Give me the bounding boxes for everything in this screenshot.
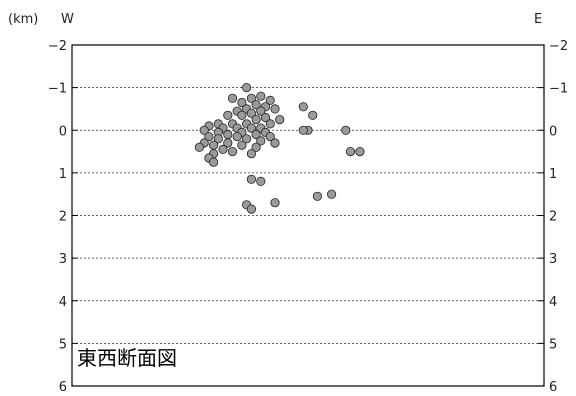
hypocenter-point <box>275 115 285 125</box>
y-tick-label-right: −2 <box>549 39 568 54</box>
y-tick-label-right: 1 <box>549 167 557 182</box>
hypocenter-point <box>246 174 256 184</box>
hypocenter-point <box>199 125 209 135</box>
hypocenter-point <box>246 93 256 103</box>
y-tick-label-right: −1 <box>549 82 568 97</box>
y-tick-label-left: −2 <box>48 39 67 54</box>
hypocenter-point <box>246 108 256 118</box>
hypocenter-point <box>223 129 233 140</box>
east-label: E <box>534 12 542 27</box>
y-tick-label-left: 2 <box>59 210 67 225</box>
y-tick-label-left: 4 <box>59 295 67 310</box>
hypocenter-point <box>256 176 266 186</box>
y-tick-label-right: 4 <box>549 295 557 310</box>
hypocenter-point <box>209 157 219 167</box>
hypocenter-point <box>246 123 256 133</box>
hypocenter-point <box>251 142 261 152</box>
hypocenter-point <box>256 106 266 116</box>
axis-ticks: −2 −2 −1 −1 0 0 1 1 2 2 3 3 4 4 5 5 6 6 <box>48 39 568 395</box>
y-tick-label-right: 6 <box>549 380 557 395</box>
hypocenter-point <box>218 144 228 154</box>
hypocenter-point <box>308 110 318 120</box>
y-tick-label-right: 0 <box>549 124 557 139</box>
hypocenter-point <box>270 104 280 114</box>
hypocenter-point <box>242 134 252 144</box>
y-tick-label-right: 3 <box>549 252 557 267</box>
chart-title: 東西断面図 <box>77 346 177 370</box>
hypocenter-point <box>251 100 261 110</box>
y-tick-label-left: 1 <box>59 167 67 182</box>
hypocenter-point <box>237 97 247 108</box>
hypocenter-point <box>242 83 252 93</box>
hypocenter-point <box>270 198 280 208</box>
data-points <box>194 83 365 214</box>
y-tick-label-left: 0 <box>59 124 67 139</box>
hypocenter-point <box>194 142 204 152</box>
hypocenter-point <box>260 112 271 123</box>
hypocenter-point <box>312 191 322 201</box>
hypocenter-point <box>213 134 223 144</box>
hypocenter-point <box>298 102 308 112</box>
hypocenter-point <box>232 132 242 142</box>
west-label: W <box>61 12 74 27</box>
y-tick-label-left: 6 <box>59 380 67 395</box>
hypocenter-point <box>227 93 238 103</box>
hypocenter-point <box>246 149 256 159</box>
hypocenter-point <box>256 91 266 101</box>
y-tick-label-left: 3 <box>59 252 67 267</box>
hypocenter-point <box>345 147 356 157</box>
hypocenter-point <box>237 140 247 150</box>
hypocenter-point <box>298 125 308 135</box>
hypocenter-point <box>265 132 275 142</box>
y-tick-label-right: 5 <box>549 337 557 352</box>
hypocenter-point <box>265 119 275 129</box>
hypocenter-point <box>265 95 275 106</box>
hypocenter-point <box>246 204 256 214</box>
hypocenter-point <box>341 125 351 135</box>
hypocenter-point <box>209 140 219 150</box>
hypocenter-point <box>204 132 214 142</box>
hypocenter-point <box>251 115 261 125</box>
hypocenter-point <box>270 138 280 148</box>
y-tick-label-left: −1 <box>48 82 67 97</box>
unit-label: (km) <box>8 12 38 27</box>
hypocenter-point <box>237 110 247 120</box>
y-tick-label-left: 5 <box>59 337 67 352</box>
hypocenter-point <box>251 129 261 140</box>
hypocenter-point <box>256 136 266 146</box>
hypocenter-point <box>326 189 337 199</box>
hypocenter-point <box>355 147 365 157</box>
y-tick-label-right: 2 <box>549 210 557 225</box>
hypocenter-point <box>223 110 233 120</box>
hypocenter-point <box>227 147 238 157</box>
hypocenter-point <box>223 138 233 148</box>
